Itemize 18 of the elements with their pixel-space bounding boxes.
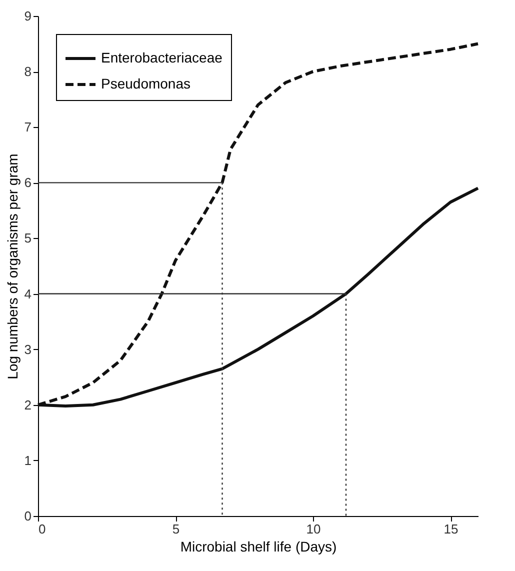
legend-label: Pseudomonas [101,76,191,92]
y-tick-label: 9 [24,8,32,24]
x-tick-label: 5 [172,522,180,536]
y-tick-label: 7 [24,120,32,135]
y-tick-label: 0 [24,508,32,524]
legend-label: Enterobacteriaceae [101,50,223,66]
x-tick-label: 15 [444,522,458,536]
y-tick-label: 4 [24,286,32,302]
x-tick-label: 10 [306,522,321,536]
y-tick-label: 2 [24,397,32,412]
y-axis-title: Log numbers of organisms per gram [4,154,20,380]
y-tick-label: 3 [24,342,32,357]
y-tick-label: 8 [24,64,32,80]
y-tick-label: 5 [24,230,32,246]
y-tick-label: 1 [24,452,32,468]
y-tick-label: 6 [24,175,32,190]
x-tick-label: 0 [38,522,46,536]
x-axis-title: Microbial shelf life (Days) [180,538,337,554]
